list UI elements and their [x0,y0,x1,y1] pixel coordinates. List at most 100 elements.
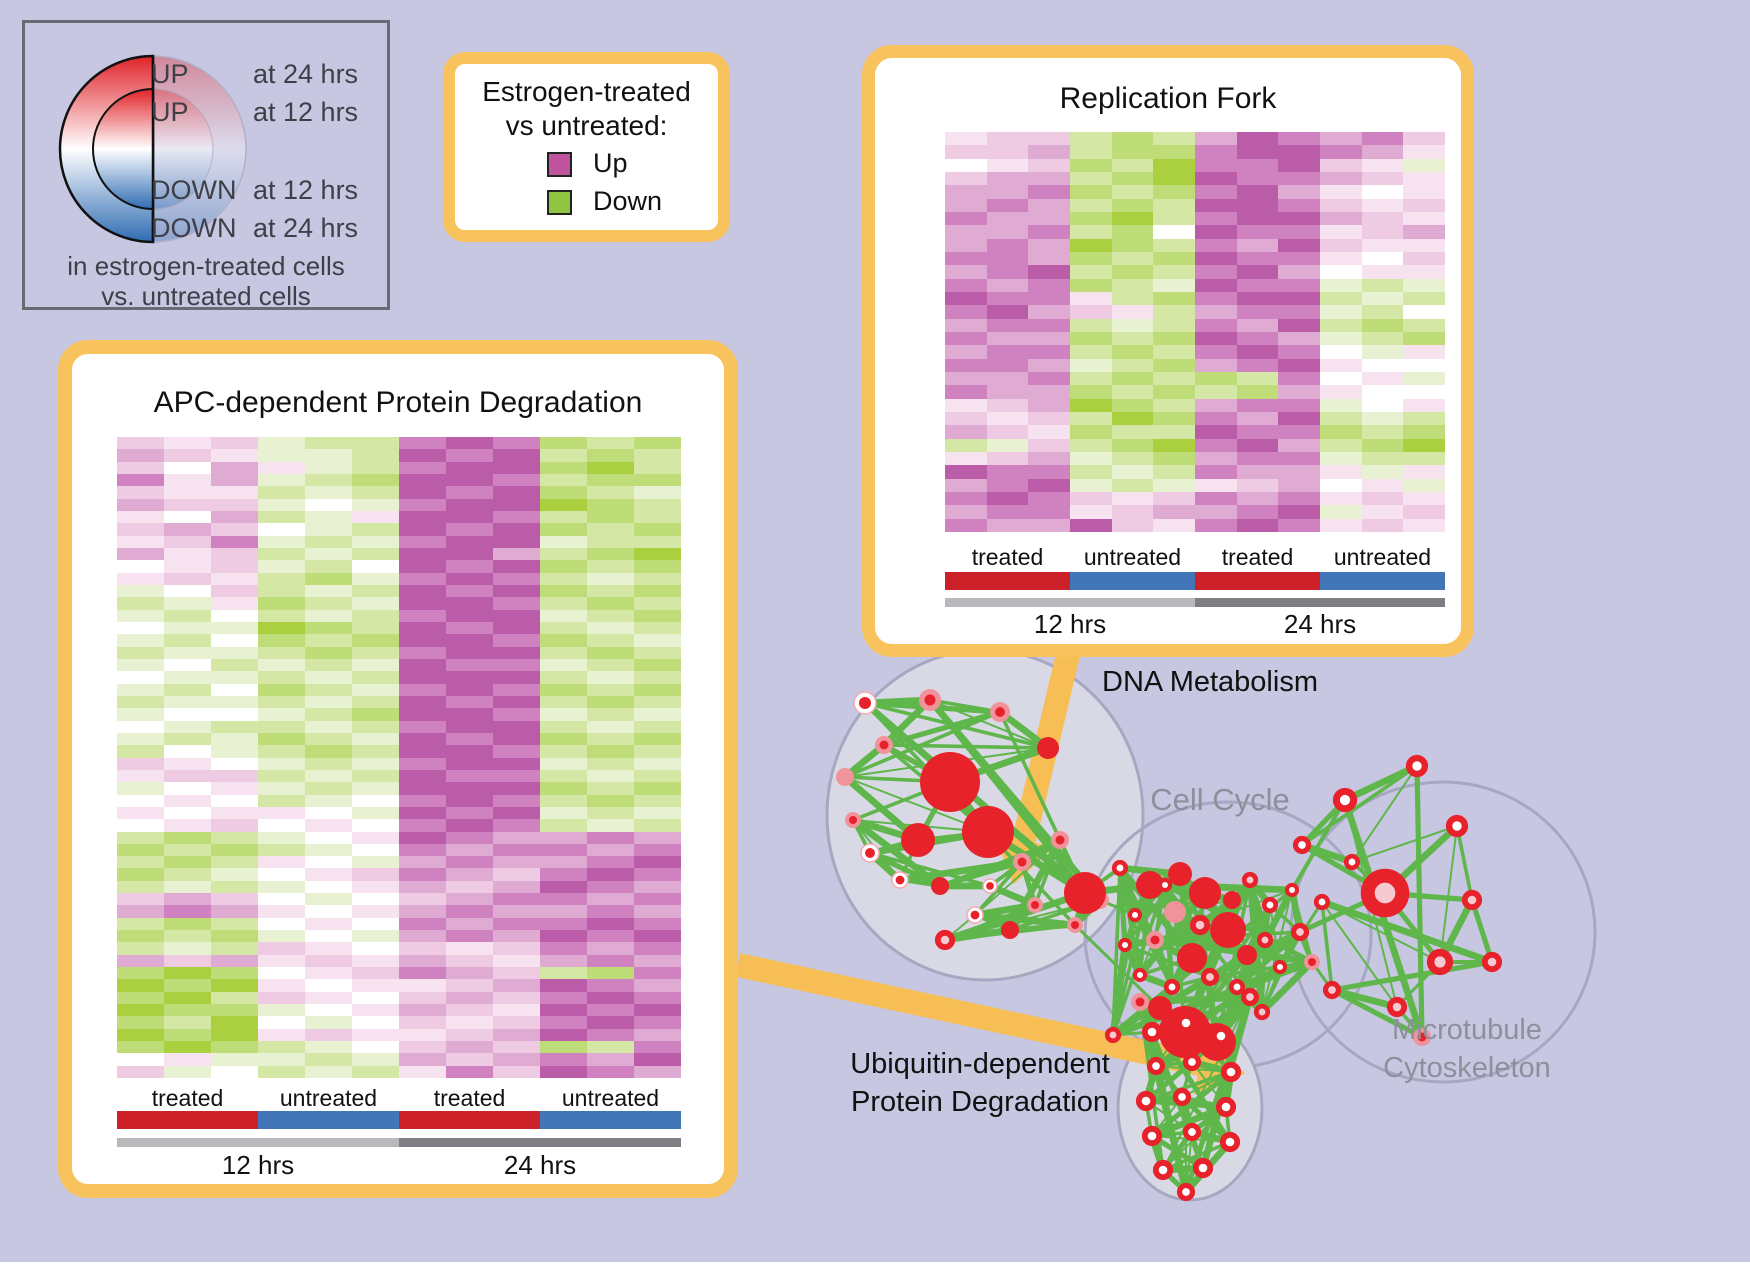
legend-footer-line1: in estrogen-treated cells [67,251,345,281]
up-label: Up [593,148,628,178]
legend-down-12-dir: DOWN [151,175,237,205]
apc-12hr-gray-bar [117,1138,399,1147]
heatmap-row [945,225,1446,239]
legend-down-12-time: at 12 hrs [253,175,359,205]
gene-node [1445,814,1469,838]
estrogen-legend-title-line2: vs untreated: [505,110,668,141]
apc-group-label-3: treated [433,1085,506,1111]
legend-up-24-dir: UP [151,59,189,89]
gene-node [1001,921,1019,939]
heatmap-row [117,745,681,758]
rf-12hr-gray-bar [945,598,1195,607]
rf-group-label-3: treated [1221,544,1294,570]
heatmap-row [117,1053,681,1066]
gene-node [1313,893,1331,911]
gene-node-core [879,740,889,750]
heatmap-row [945,132,1446,146]
heatmap-row [117,547,681,561]
down-label: Down [593,186,663,216]
heatmap-row [117,843,681,857]
heatmap-row [117,560,681,573]
heatmap-row [117,658,681,672]
apc-24hrs-label: 24 hrs [503,1150,577,1180]
heatmap-row [117,572,681,585]
legend-up-24-time: at 24 hrs [253,59,359,89]
heatmap-row [117,1065,681,1079]
heatmap-row [117,757,681,770]
gene-node [920,752,980,812]
heatmap-row [117,930,681,943]
heatmap-row [945,491,1446,506]
heatmap-row [945,291,1446,306]
gene-node [1141,1125,1163,1147]
gene-node-core [858,696,872,710]
gene-node [1219,1131,1241,1153]
apc-group-label-2: untreated [279,1085,378,1111]
ubiquitin-label-line1: Ubiquitin-dependent [850,1048,1110,1080]
heatmap-row [117,868,681,881]
gene-node [1172,1087,1192,1107]
gene-node [1192,1157,1214,1179]
gene-node-core [1135,997,1145,1007]
cross-cluster-edge [1073,923,1162,1010]
heatmap-row [117,597,681,610]
heatmap-row [945,371,1446,386]
heatmap-row [117,461,681,474]
heatmap-row [117,1004,681,1017]
gene-node [1210,1025,1232,1047]
estrogen-legend-title-line1: Estrogen-treated [482,76,691,107]
heatmap-row [117,535,681,548]
heatmap-row [117,905,681,918]
gene-node [1210,912,1246,948]
heatmap-row [117,634,681,647]
heatmap-row [117,880,681,894]
gene-node [1332,787,1358,813]
gene-node [1135,1090,1157,1112]
apc-group-label-4: untreated [561,1085,660,1111]
gene-node [1064,872,1106,914]
gene-node [1177,943,1207,973]
gene-node [836,768,854,786]
gene-node [1284,882,1300,898]
left-inner-half [92,87,154,211]
gene-node [1228,978,1246,996]
rf-24hrs-label: 24 hrs [1283,609,1357,639]
apc-treated-bar-12 [117,1111,258,1129]
gene-node [1163,978,1181,996]
heatmap-row [117,646,681,659]
gene-node [1386,996,1408,1018]
gene-node [1148,996,1172,1020]
cell-cycle-label: Cell Cycle [1150,782,1290,817]
heatmap-row [117,794,681,807]
gene-node-core [924,694,936,706]
gene-node [1215,1096,1237,1118]
heatmap-row [117,1041,681,1054]
gene-node [1290,922,1310,942]
heatmap-row [945,318,1446,332]
heatmap-row [117,449,681,462]
gene-node [934,929,956,951]
heatmap-row [117,683,681,696]
rf-12hrs-label: 12 hrs [1033,609,1107,639]
gene-node [1037,737,1059,759]
heatmap-row [117,819,681,832]
gene-node [1405,754,1429,778]
heatmap-row [117,782,681,795]
heatmap-row [117,584,681,598]
gene-node-core [986,882,994,890]
apc-untreated-bar-24 [540,1111,681,1129]
gene-node [1182,1122,1202,1142]
heatmap-row [117,806,681,820]
gene-node [1189,877,1221,909]
down-color-swatch [547,190,572,215]
heatmap-row [945,211,1446,226]
gene-node [1111,859,1129,877]
heatmap-row [117,671,681,684]
heatmap-row [945,345,1446,359]
heatmap-row [117,498,681,511]
heatmap-row [945,465,1446,479]
gene-node [1223,891,1241,909]
heatmap-row [945,198,1446,212]
apc-heatmap [117,437,681,1079]
